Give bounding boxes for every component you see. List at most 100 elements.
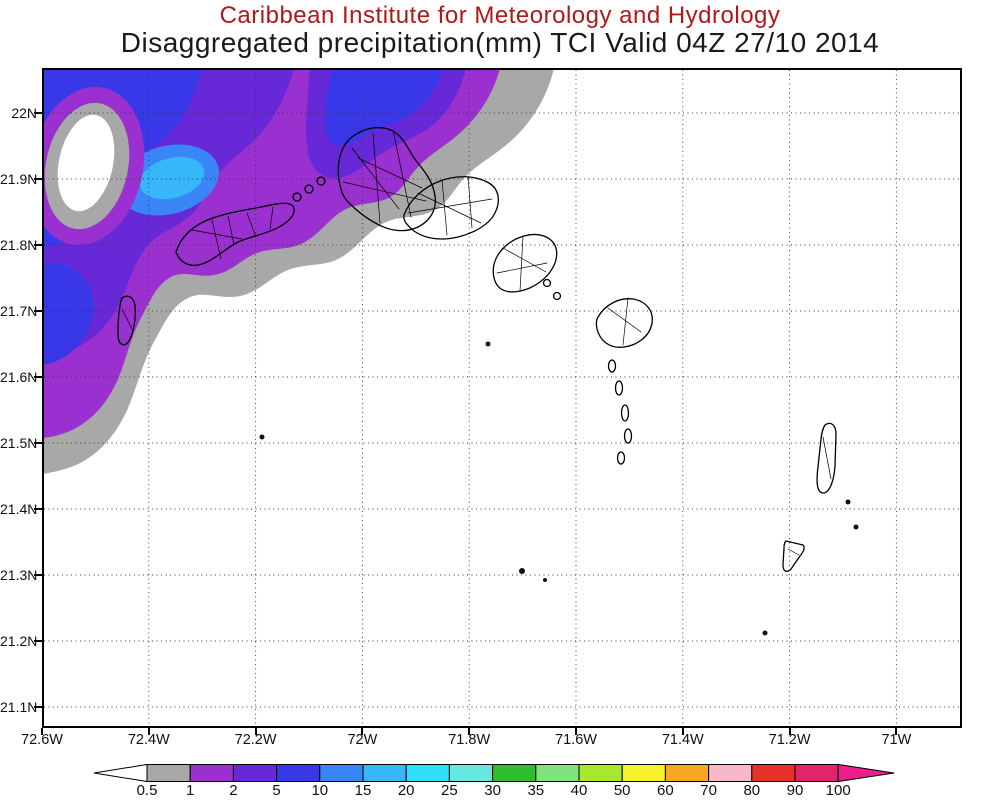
pine-cays-chain — [292, 176, 562, 301]
lon-axis-label: 71.2W — [768, 732, 811, 748]
colorbar-segment — [751, 764, 796, 782]
lon-axis-label: 72.2W — [234, 732, 277, 748]
map-area — [29, 68, 962, 728]
colorbar-scale — [93, 763, 895, 783]
lon-axis-tick — [575, 728, 577, 735]
lat-axis-label: 21.5N — [0, 435, 38, 451]
lat-axis-tick — [34, 178, 42, 180]
lat-axis-label: 21.3N — [0, 567, 38, 583]
map-frame-border — [42, 68, 962, 728]
colorbar-segment — [276, 764, 321, 782]
island-outlines — [117, 126, 859, 636]
colorbar-segment — [621, 764, 666, 782]
lat-axis-tick — [34, 508, 42, 510]
colorbar-tick-label: 10 — [311, 782, 329, 799]
lat-axis-label: 21.1N — [0, 699, 38, 715]
precip-region-level3-c — [324, 68, 442, 146]
lat-axis-label: 21.2N — [0, 633, 38, 649]
colorbar-segment — [362, 764, 407, 782]
colorbar-right-arrow — [837, 763, 895, 783]
lon-axis-label: 72W — [347, 732, 378, 748]
lon-axis-tick — [41, 728, 43, 735]
precip-region-level3-b — [42, 262, 94, 365]
colorbar-tick-label: 60 — [657, 782, 674, 799]
precip-core-level5 — [139, 156, 205, 200]
colorbar-tick-label: 50 — [613, 782, 631, 799]
colorbar-segment — [535, 764, 580, 782]
colorbar-segment — [664, 764, 710, 782]
lat-axis-tick — [34, 112, 42, 114]
lon-axis-label: 71.6W — [555, 732, 597, 748]
lat-axis-label: 21.9N — [0, 171, 38, 187]
colorbar-tick-label: 0.5 — [136, 782, 158, 799]
lat-axis-tick — [34, 376, 42, 378]
colorbar-tick-label: 40 — [570, 782, 588, 799]
lat-axis-tick — [34, 574, 42, 576]
lat-axis-label: 21.7N — [0, 303, 38, 319]
lon-axis-tick — [361, 728, 364, 735]
colorbar-segment — [708, 764, 753, 782]
island-east-caicos — [492, 233, 558, 293]
lat-axis-label: 21.8N — [0, 237, 38, 253]
lat-axis-label: 22N — [11, 105, 37, 121]
colorbar-tick-label: 30 — [484, 782, 501, 799]
island-south-caicos — [595, 298, 653, 348]
lon-axis-tick — [788, 728, 791, 735]
island-salt-cay — [782, 540, 805, 572]
map-plot — [29, 68, 962, 728]
colorbar-tick-label: 80 — [743, 782, 761, 799]
lon-axis-tick — [254, 728, 257, 735]
lon-axis-label: 71.8W — [448, 732, 491, 748]
small-cays — [259, 341, 859, 636]
colorbar-segment — [448, 764, 494, 782]
lat-axis-tick — [34, 310, 42, 312]
colorbar-tick-label: 20 — [397, 782, 415, 799]
colorbar-tick-label: 90 — [786, 782, 804, 799]
colorbar-segment — [794, 764, 839, 782]
colorbar-segment — [492, 764, 537, 782]
lon-axis-tick — [681, 728, 684, 735]
precipitation-colorbar: 0.5 1 2 5 10 15 20 25 30 35 40 50 60 70 80 90 100 — [90, 763, 930, 800]
lat-axis-tick — [34, 442, 42, 444]
colorbar-segment — [232, 764, 278, 782]
lat-axis-tick — [34, 706, 42, 708]
lon-axis-label: 71.4W — [661, 732, 704, 748]
colorbar-tick-label: 5 — [272, 782, 281, 799]
island-north-caicos — [337, 126, 436, 232]
lat-axis-label: 21.4N — [0, 501, 38, 517]
island-providenciales — [175, 202, 295, 267]
colorbar-tick-label: 2 — [229, 782, 238, 799]
lat-axis-label: 21.6N — [0, 369, 38, 385]
colorbar-tick-label: 70 — [700, 782, 717, 799]
lon-axis-tick — [468, 728, 471, 735]
island-interior-boundaries — [121, 129, 832, 556]
island-middle-caicos — [403, 176, 500, 240]
colorbar-left-arrow — [93, 763, 148, 783]
lon-axis-label: 71W — [881, 732, 912, 748]
colorbar-segment — [405, 764, 450, 782]
colorbar-tick-labels: 0.5 1 2 5 10 15 20 25 30 35 40 50 60 70 80 90 100 — [90, 782, 930, 800]
precipitation-shading — [29, 68, 554, 474]
lat-axis-tick — [34, 244, 42, 246]
lon-axis-tick — [147, 728, 150, 735]
lon-axis-tick — [895, 728, 898, 735]
island-grand-turk — [816, 422, 837, 494]
lon-axis-label: 72.4W — [127, 732, 170, 748]
colorbar-tick-label: 25 — [441, 782, 458, 799]
colorbar-segment — [146, 764, 191, 782]
colorbar-tick-label: 1 — [186, 782, 195, 799]
precip-minimum-hole — [57, 114, 115, 212]
island-west-caicos — [117, 295, 136, 346]
page-title: Caribbean Institute for Meteorology and … — [219, 2, 781, 29]
lat-axis-tick — [34, 640, 42, 642]
colorbar-segment — [189, 764, 234, 782]
page-subtitle: Disaggregated precipitation(mm) TCI Vali… — [120, 27, 880, 58]
colorbar-tick-label: 35 — [527, 782, 545, 799]
colorbar-tick-label: 100 — [825, 782, 851, 799]
colorbar-segment — [319, 764, 364, 782]
south-caicos-cay-chain — [607, 359, 633, 465]
lon-axis-label: 72.6W — [21, 732, 63, 748]
colorbar-tick-label: 15 — [354, 782, 372, 799]
colorbar-segment — [578, 764, 623, 782]
